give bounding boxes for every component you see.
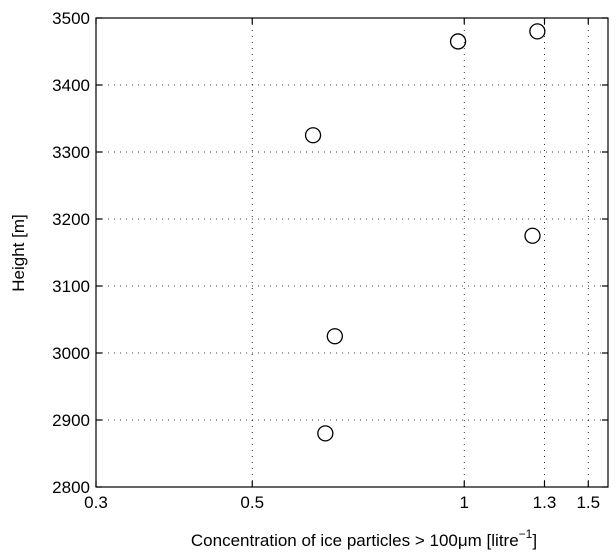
data-point — [326, 328, 343, 345]
x-axis-label: Concentration of ice particles > 100μm [… — [191, 527, 537, 550]
y-tick-label: 3400 — [52, 76, 90, 95]
data-point — [317, 425, 334, 442]
grid-lines — [96, 18, 608, 487]
x-tick-labels: 0.3 0.5 1 1.3 1.5 — [84, 493, 600, 512]
plot-frame — [95, 17, 609, 488]
data-point — [449, 33, 467, 50]
x-tick-label: 1.5 — [576, 493, 600, 512]
y-tick-label: 3500 — [52, 9, 90, 28]
y-tick-label: 3300 — [52, 143, 90, 162]
data-point — [524, 227, 541, 244]
data-point — [304, 127, 322, 144]
y-tick-label: 2900 — [52, 411, 90, 430]
x-tick-label: 0.3 — [84, 493, 108, 512]
y-tick-label: 2800 — [52, 478, 90, 497]
y-tick-labels: 2800 2900 3000 3100 3200 3300 3400 3500 — [52, 9, 90, 497]
axis-ticks — [95, 17, 608, 488]
y-tick-label: 3000 — [52, 344, 90, 363]
x-tick-label: 1 — [460, 493, 469, 512]
x-tick-label: 1.3 — [533, 493, 557, 512]
x-tick-label: 0.5 — [240, 493, 264, 512]
data-points — [304, 23, 546, 442]
y-axis-label: Height [m] — [9, 214, 28, 291]
y-tick-label: 3100 — [52, 277, 90, 296]
data-point — [529, 23, 546, 40]
y-tick-label: 3200 — [52, 210, 90, 229]
